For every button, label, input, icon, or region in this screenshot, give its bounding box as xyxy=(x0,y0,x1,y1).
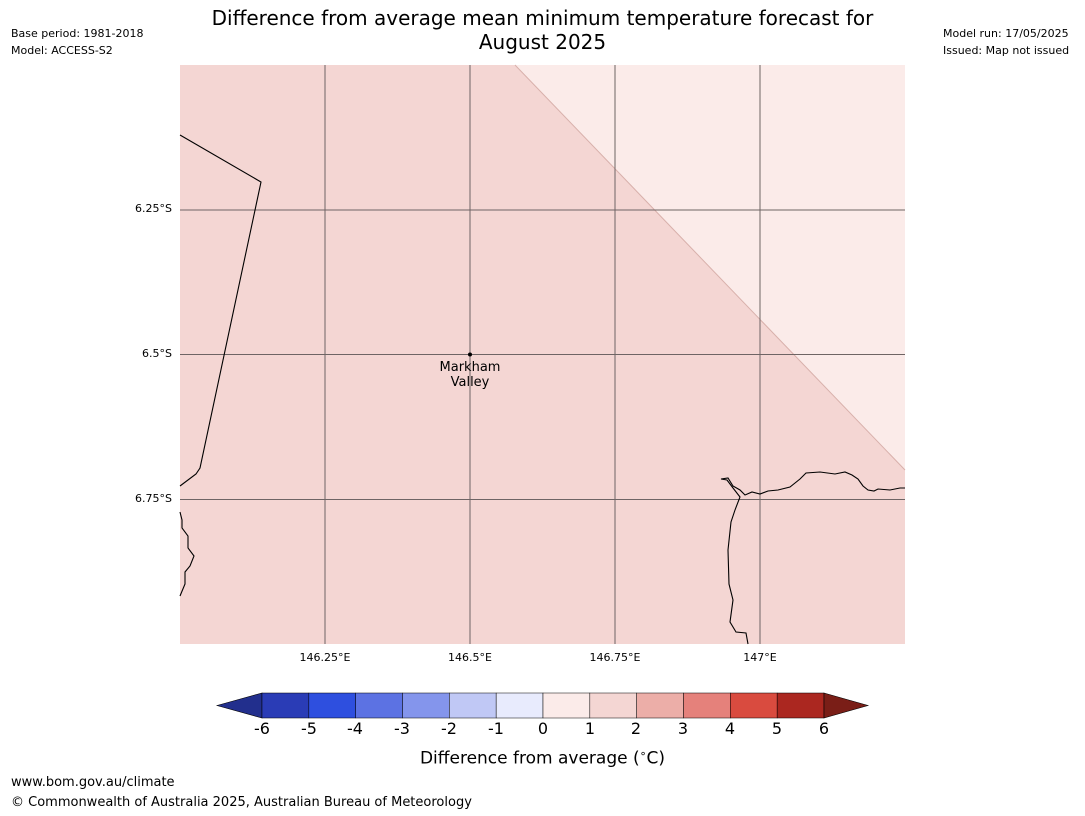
footer-copyright: © Commonwealth of Australia 2025, Austra… xyxy=(11,795,472,810)
footer-url: www.bom.gov.au/climate xyxy=(11,775,175,790)
coastline-west xyxy=(179,511,195,597)
lon-label: 146.5°E xyxy=(448,651,492,664)
lat-label: 6.5°S xyxy=(142,347,172,360)
colorbar-box xyxy=(449,692,497,719)
lon-label: 146.75°E xyxy=(589,651,641,664)
colorbar-label-text: Difference from average ( xyxy=(419,748,640,769)
colorbar-tick: 0 xyxy=(537,719,549,738)
lat-label: 6.25°S xyxy=(135,202,172,215)
colorbar-box xyxy=(308,692,356,719)
model-text: Model: ACCESS-S2 xyxy=(11,44,113,57)
colorbar-tick: -3 xyxy=(394,719,410,738)
contour-edge xyxy=(514,64,906,471)
meta-right: Model run: 17/05/2025 Issued: Map not is… xyxy=(943,25,1069,59)
colorbar xyxy=(215,692,870,719)
colorbar-tick: -5 xyxy=(301,719,317,738)
graticule xyxy=(180,65,905,644)
colorbar-box xyxy=(730,692,778,719)
lon-label: 147°E xyxy=(743,651,777,664)
colorbar-box xyxy=(355,692,403,719)
title-line-1: Difference from average mean minimum tem… xyxy=(211,6,874,30)
colorbar-box xyxy=(261,692,310,719)
colorbar-tick: -4 xyxy=(347,719,363,738)
colorbar-box xyxy=(589,692,637,719)
coastline-east xyxy=(720,471,905,645)
colorbar-extend-low xyxy=(215,692,263,719)
lat-label: 6.75°S xyxy=(135,492,172,505)
colorbar-box xyxy=(776,692,825,719)
colorbar-extend-high xyxy=(823,692,870,719)
colorbar-tick: -2 xyxy=(441,719,457,738)
colorbar-box xyxy=(636,692,684,719)
model-run-text: Model run: 17/05/2025 xyxy=(943,27,1069,40)
colorbar-tick: 4 xyxy=(724,719,736,738)
issued-text: Issued: Map not issued xyxy=(943,44,1070,57)
colorbar-box xyxy=(683,692,731,719)
place-marker xyxy=(468,352,472,357)
title-line-2: August 2025 xyxy=(478,30,607,54)
border-line xyxy=(179,134,262,487)
colorbar-label-unit: C) xyxy=(646,748,666,769)
colorbar-box xyxy=(495,692,544,719)
place-name-line-2: Valley xyxy=(450,375,490,390)
place-label: Markham Valley xyxy=(420,360,520,390)
map-title: Difference from average mean minimum tem… xyxy=(180,6,905,54)
colorbar-tick: 5 xyxy=(771,719,783,738)
meta-left: Base period: 1981-2018 Model: ACCESS-S2 xyxy=(11,25,143,59)
colorbar-tick: -1 xyxy=(488,719,504,738)
colorbar-box xyxy=(542,692,591,719)
colorbar-label: Difference from average (∘C) xyxy=(419,747,666,769)
lon-label: 146.25°E xyxy=(299,651,351,664)
colorbar-tick: 1 xyxy=(584,719,596,738)
colorbar-tick: 6 xyxy=(818,719,830,738)
colorbar-tick: 2 xyxy=(630,719,642,738)
colorbar-tick: -6 xyxy=(254,719,270,738)
colorbar-tick: 3 xyxy=(677,719,689,738)
base-period-text: Base period: 1981-2018 xyxy=(11,27,144,40)
colorbar-box xyxy=(402,692,450,719)
place-name-line-1: Markham xyxy=(439,360,501,375)
coastline xyxy=(179,134,905,645)
